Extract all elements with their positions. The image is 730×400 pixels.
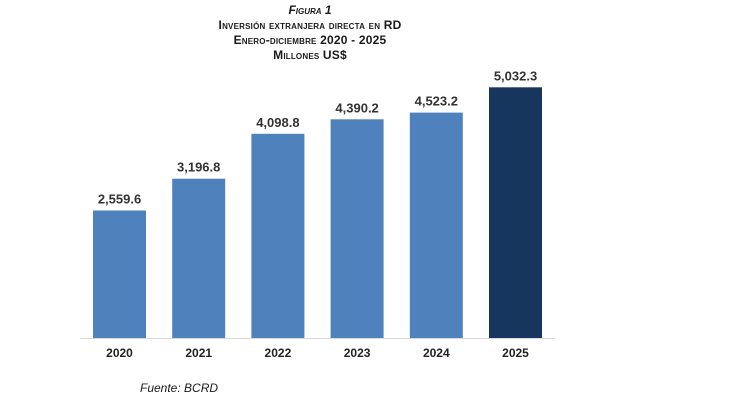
value-label-2022: 4,098.8 bbox=[256, 115, 299, 130]
x-tick-2023: 2023 bbox=[344, 346, 371, 360]
value-label-2021: 3,196.8 bbox=[177, 160, 220, 175]
value-label-2023: 4,390.2 bbox=[335, 100, 378, 115]
bar-2021 bbox=[172, 178, 226, 338]
bars-layer bbox=[93, 87, 542, 338]
x-tick-2024: 2024 bbox=[423, 346, 450, 360]
bar-2023 bbox=[330, 119, 384, 338]
bar-2024 bbox=[409, 112, 463, 338]
value-label-2025: 5,032.3 bbox=[494, 68, 537, 83]
value-label-2020: 2,559.6 bbox=[98, 192, 141, 207]
x-tick-2022: 2022 bbox=[265, 346, 292, 360]
bar-2025 bbox=[489, 87, 542, 338]
x-tick-2025: 2025 bbox=[502, 346, 529, 360]
bar-2022 bbox=[251, 133, 305, 338]
x-tick-2020: 2020 bbox=[106, 346, 133, 360]
chart-subtitle-units: Millones US$ bbox=[273, 48, 347, 62]
source-note: Fuente: BCRD bbox=[140, 381, 219, 395]
value-label-2024: 4,523.2 bbox=[415, 94, 458, 109]
chart-subtitle-period: Enero-diciembre 2020 - 2025 bbox=[233, 33, 387, 47]
figure-label: Figura 1 bbox=[288, 3, 332, 17]
chart-title: Inversión extranjera directa en RD bbox=[218, 18, 402, 32]
bar-2020 bbox=[93, 210, 146, 338]
labels-layer: 2,559.6 2020 3,196.8 2021 4,098.8 2022 4,390.2… bbox=[98, 68, 537, 360]
x-tick-2021: 2021 bbox=[185, 346, 212, 360]
